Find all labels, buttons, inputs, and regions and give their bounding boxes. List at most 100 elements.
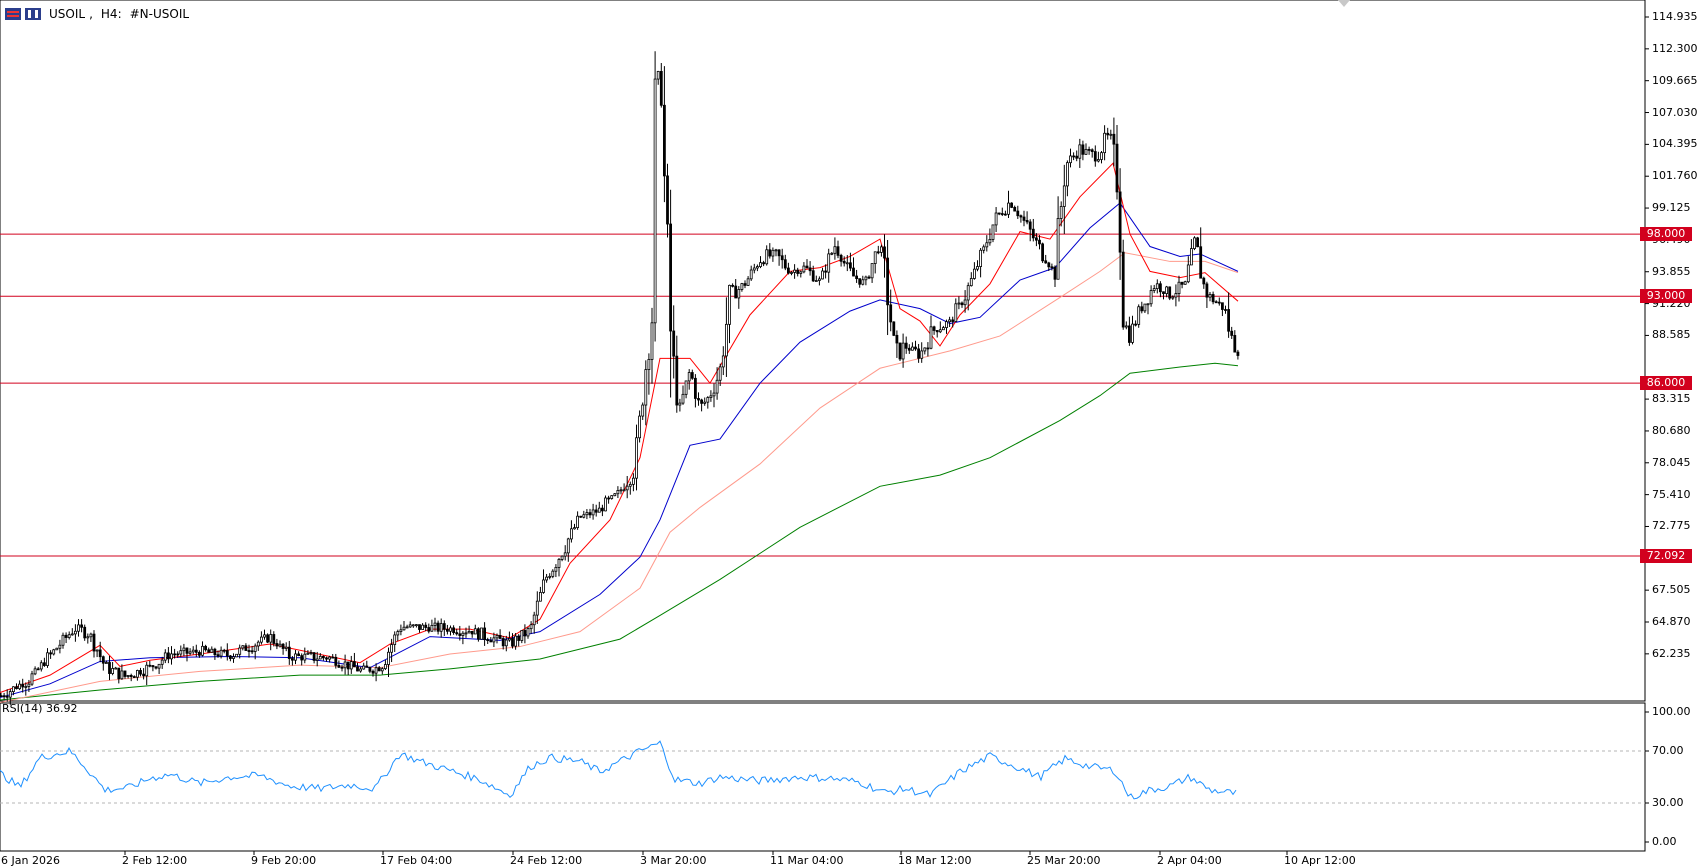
- candle-body: [997, 212, 1001, 215]
- candle-body: [207, 649, 211, 653]
- price-axis-label: 78.045: [1652, 455, 1691, 469]
- candle-body: [253, 645, 257, 652]
- candle-body: [213, 648, 217, 656]
- candle-body: [870, 263, 874, 279]
- candle-body: [259, 636, 263, 643]
- candle-body: [669, 223, 672, 332]
- candle-body: [520, 630, 524, 641]
- candle-body: [396, 631, 400, 636]
- time-axis-label: 25 Mar 20:00: [1027, 854, 1101, 867]
- time-axis-label: 2 Apr 04:00: [1157, 854, 1222, 867]
- candle-body: [948, 319, 951, 323]
- candle-body: [1069, 155, 1072, 164]
- candle-body: [86, 636, 90, 639]
- candle-body: [923, 347, 927, 352]
- candle-body: [833, 246, 837, 254]
- candle-body: [135, 670, 139, 678]
- candle-body: [411, 624, 415, 627]
- chart-icon[interactable]: [5, 8, 21, 20]
- candle-body: [108, 662, 111, 674]
- candle-body: [690, 372, 694, 379]
- candle-body: [545, 576, 548, 581]
- candle-body: [566, 538, 570, 554]
- candle-body: [306, 652, 310, 655]
- candle-body: [1066, 162, 1069, 187]
- candle-body: [173, 653, 177, 656]
- candle-body: [445, 628, 449, 632]
- candle-body: [8, 691, 12, 698]
- candle-body: [1128, 325, 1131, 343]
- candle-body: [656, 71, 660, 80]
- candle-body: [1081, 144, 1085, 155]
- price-panel[interactable]: [0, 0, 1646, 702]
- candle-body: [824, 270, 827, 273]
- candle-body: [343, 661, 347, 669]
- candle-body: [666, 175, 669, 225]
- level-price-tag: 98.000: [1640, 227, 1692, 242]
- candle-body: [1165, 286, 1168, 294]
- candle-body: [790, 272, 793, 274]
- candle-body: [356, 666, 359, 672]
- candle-body: [836, 246, 840, 256]
- candle-body: [876, 251, 880, 254]
- candle-body: [452, 627, 456, 634]
- candle-body: [163, 652, 167, 661]
- candle-body: [362, 665, 366, 670]
- candle-body: [334, 656, 338, 666]
- candle-body: [1134, 323, 1137, 326]
- candle-body: [160, 659, 164, 665]
- candle-body: [721, 355, 725, 368]
- candle-body: [514, 635, 517, 647]
- candle-body: [1177, 281, 1181, 294]
- candle-body: [393, 634, 397, 645]
- candle-body: [697, 398, 700, 401]
- candle-body: [352, 661, 356, 668]
- candle-body: [845, 262, 849, 265]
- price-axis-label: 112.300: [1652, 41, 1698, 55]
- candle-body: [1013, 206, 1017, 212]
- candle-body: [1022, 216, 1026, 221]
- candle-body: [18, 683, 22, 690]
- candle-body: [532, 614, 536, 626]
- candle-body: [197, 651, 201, 656]
- candle-body: [111, 668, 114, 674]
- candle-body: [266, 634, 270, 643]
- candle-body: [210, 648, 214, 653]
- rsi-panel[interactable]: [0, 702, 1646, 852]
- candle-body: [703, 401, 707, 404]
- candle-body: [117, 667, 121, 680]
- candle-body: [880, 246, 883, 253]
- candle-body: [1084, 148, 1088, 155]
- candle-body: [684, 380, 688, 395]
- candle-body: [818, 278, 821, 281]
- candle-body: [985, 242, 989, 248]
- candle-body: [759, 262, 762, 267]
- price-axis-label: 93.855: [1652, 264, 1691, 278]
- candle-body: [638, 415, 641, 439]
- candle-body: [1115, 143, 1119, 193]
- time-axis-label: 9 Feb 20:00: [251, 854, 317, 867]
- candle-body: [709, 395, 713, 398]
- candle-body: [402, 626, 406, 631]
- shift-marker[interactable]: [1338, 0, 1350, 7]
- candle-body: [480, 627, 483, 640]
- candle-body: [1041, 243, 1044, 262]
- candle-body: [328, 656, 332, 660]
- candle-body: [1087, 148, 1091, 151]
- price-axis-label: 80.680: [1652, 423, 1691, 437]
- candle-body: [1202, 277, 1206, 285]
- candle-body: [762, 262, 765, 265]
- trade-icon[interactable]: [25, 8, 41, 20]
- candle-body: [1174, 293, 1178, 298]
- candle-body: [926, 347, 930, 350]
- candle-body: [715, 379, 719, 394]
- rsi-axis-label: 30.00: [1652, 796, 1684, 809]
- time-axis-label: 24 Feb 12:00: [510, 854, 583, 867]
- candle-body: [1146, 303, 1150, 306]
- candle-body: [542, 579, 545, 593]
- candle-body: [917, 348, 920, 359]
- candle-body: [46, 652, 49, 666]
- candle-body: [1035, 237, 1038, 241]
- candle-body: [55, 647, 59, 651]
